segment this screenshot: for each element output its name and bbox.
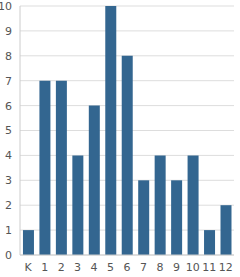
svg-text:5: 5 [107, 261, 114, 274]
svg-text:7: 7 [140, 261, 147, 274]
svg-text:8: 8 [8, 50, 12, 63]
svg-text:2: 2 [8, 199, 12, 212]
svg-text:2: 2 [58, 261, 65, 274]
svg-text:1: 1 [8, 224, 12, 237]
svg-text:K: K [25, 261, 33, 274]
svg-text:10: 10 [186, 261, 200, 274]
svg-text:9: 9 [8, 25, 12, 38]
svg-text:7: 7 [8, 75, 12, 88]
svg-text:3: 3 [74, 261, 81, 274]
svg-text:12: 12 [219, 261, 232, 274]
svg-text:4: 4 [8, 149, 12, 162]
svg-text:11: 11 [202, 261, 216, 274]
svg-text:0: 0 [8, 249, 12, 262]
svg-text:6: 6 [124, 261, 131, 274]
svg-text:3: 3 [8, 174, 12, 187]
svg-text:9: 9 [173, 261, 180, 274]
svg-text:10: 10 [8, 0, 12, 13]
svg-text:4: 4 [91, 261, 98, 274]
svg-text:5: 5 [8, 124, 12, 137]
svg-text:6: 6 [8, 100, 12, 113]
svg-text:1: 1 [41, 261, 48, 274]
svg-text:8: 8 [156, 261, 163, 274]
